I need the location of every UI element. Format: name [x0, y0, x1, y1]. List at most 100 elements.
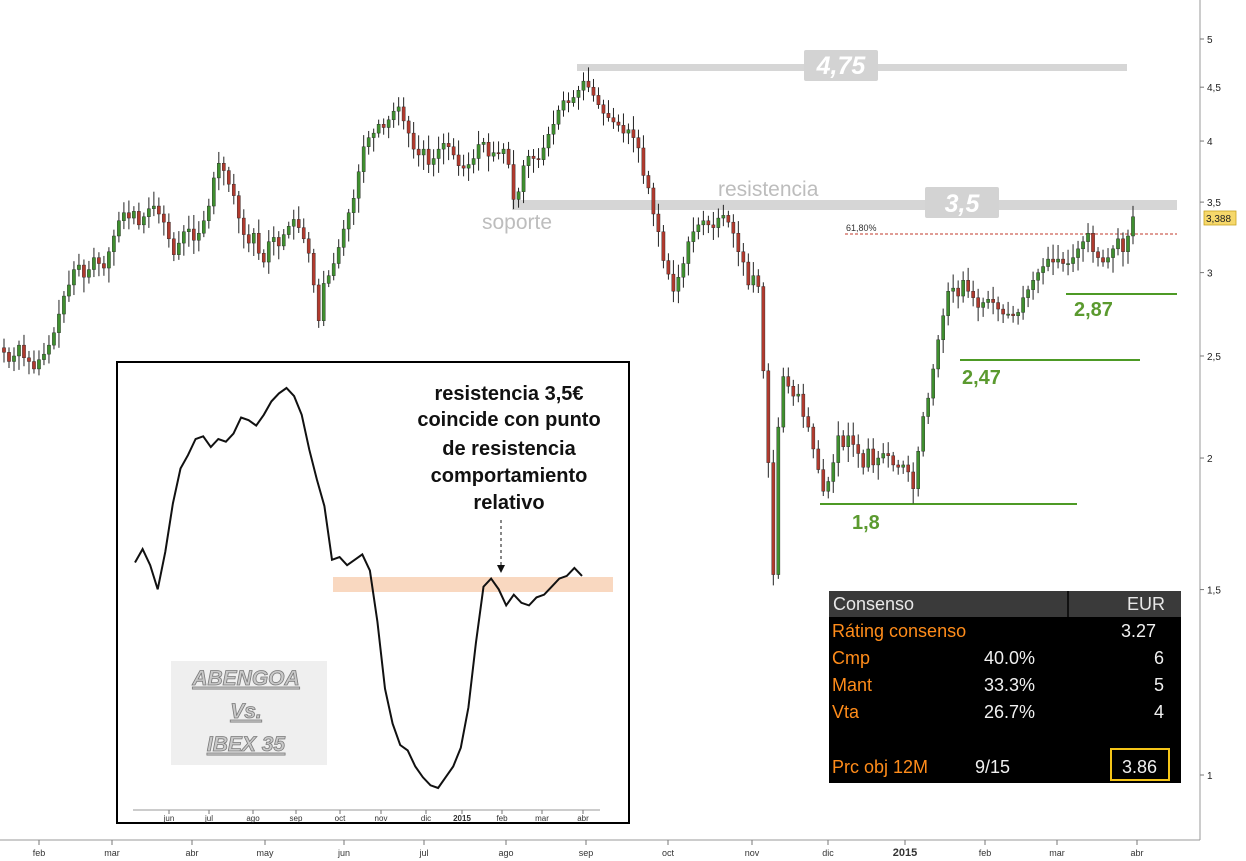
candle-body [341, 228, 346, 248]
candle-body [401, 106, 406, 122]
candle-body [761, 286, 766, 372]
candle-body [756, 275, 761, 287]
x-tick-label: ago [498, 848, 513, 858]
candle-body [716, 217, 721, 228]
candle-body [142, 216, 146, 226]
x-tick-label: 2015 [893, 847, 917, 859]
candle-body [1016, 312, 1020, 316]
candle-body [891, 455, 896, 466]
candle-body [52, 332, 56, 346]
candle-body [107, 251, 111, 269]
candle-body [851, 435, 856, 445]
candle-body [261, 253, 266, 263]
candle-body [92, 257, 96, 270]
candle-body [981, 302, 985, 308]
candle-body [801, 393, 806, 417]
candle-body [531, 155, 536, 159]
candle-body [991, 299, 995, 303]
candle-body [326, 275, 331, 284]
candle-body [112, 235, 116, 252]
candle-body [12, 355, 16, 362]
candle-body [346, 212, 351, 230]
candle-body [631, 129, 636, 138]
candle-body [566, 100, 571, 103]
candle-body [406, 120, 411, 134]
candle-body [941, 315, 945, 341]
candle-body [861, 453, 866, 468]
inset-x-tick-label: nov [375, 814, 388, 823]
candle-body [751, 275, 756, 286]
support-label-2-87: 2,87 [1074, 299, 1113, 321]
candle-body [946, 291, 950, 316]
candle-body [951, 287, 955, 292]
x-tick-label: oct [662, 848, 675, 858]
candle-body [246, 234, 251, 244]
candle-body [686, 241, 691, 264]
level-band-3-5 [512, 200, 1177, 210]
candle-body [72, 269, 76, 286]
y-tick-label: 2 [1207, 454, 1213, 465]
candle-body [541, 147, 546, 160]
candle-body [236, 195, 241, 219]
candle-body [906, 464, 910, 473]
candle-body [896, 464, 901, 468]
candle-body [601, 104, 606, 114]
inset-arrow-head [497, 565, 505, 573]
x-tick-label: feb [33, 848, 46, 858]
candle-body [231, 183, 236, 196]
candle-body [27, 357, 31, 362]
candle-body [831, 462, 836, 482]
candle-body [266, 241, 271, 263]
candle-body [82, 264, 86, 278]
candle-body [726, 215, 731, 223]
candle-body [222, 163, 226, 171]
x-tick-label: abr [185, 848, 198, 858]
candle-body [251, 232, 256, 244]
candle-body [636, 137, 641, 149]
candle-body [446, 143, 451, 147]
candle-body [256, 232, 261, 254]
candle-body [152, 205, 156, 209]
candle-body [192, 228, 196, 241]
candle-body [172, 238, 176, 255]
candle-body [476, 144, 481, 159]
candle-body [521, 165, 526, 192]
candle-body [366, 137, 371, 147]
candle-body [1026, 289, 1030, 298]
candle-body [721, 215, 726, 219]
candle-body [1061, 258, 1065, 264]
candle-body [132, 211, 136, 219]
candle-body [1081, 241, 1085, 250]
inset-caption-4: comportamiento [431, 465, 588, 487]
candle-body [1051, 258, 1055, 263]
candle-body [296, 219, 301, 228]
candle-body [2, 347, 6, 353]
inset-x-tick-label: jun [163, 814, 175, 823]
candle-body [696, 224, 701, 232]
candle-body [441, 143, 446, 150]
support-label-1-8: 1,8 [852, 512, 880, 534]
candle-body [746, 261, 751, 286]
row-mant-label: Mant [832, 675, 873, 695]
candle-body [481, 141, 486, 145]
level-label-4-75: 4,75 [816, 52, 867, 80]
y-tick-label: 3,5 [1207, 198, 1221, 209]
candle-body [1036, 272, 1040, 281]
inset-logo-line-2: Vs. [230, 700, 262, 723]
candle-body [966, 280, 970, 292]
candle-body [671, 273, 676, 292]
inset-logo-line-3: IBEX 35 [207, 733, 286, 756]
candle-body [276, 237, 281, 247]
candle-body [376, 124, 381, 134]
candle-body [811, 426, 816, 450]
candle-body [1011, 313, 1015, 316]
candle-body [391, 110, 396, 121]
candle-body [901, 464, 906, 468]
x-tick-label: nov [745, 848, 760, 858]
candle-body [187, 228, 191, 232]
fibonacci-label: 61,80% [846, 223, 877, 233]
inset-x-tick-label: ago [246, 814, 260, 823]
candle-body [711, 224, 716, 228]
level-label-3-5: 3,5 [945, 190, 981, 218]
x-tick-label: abr [1130, 848, 1143, 858]
